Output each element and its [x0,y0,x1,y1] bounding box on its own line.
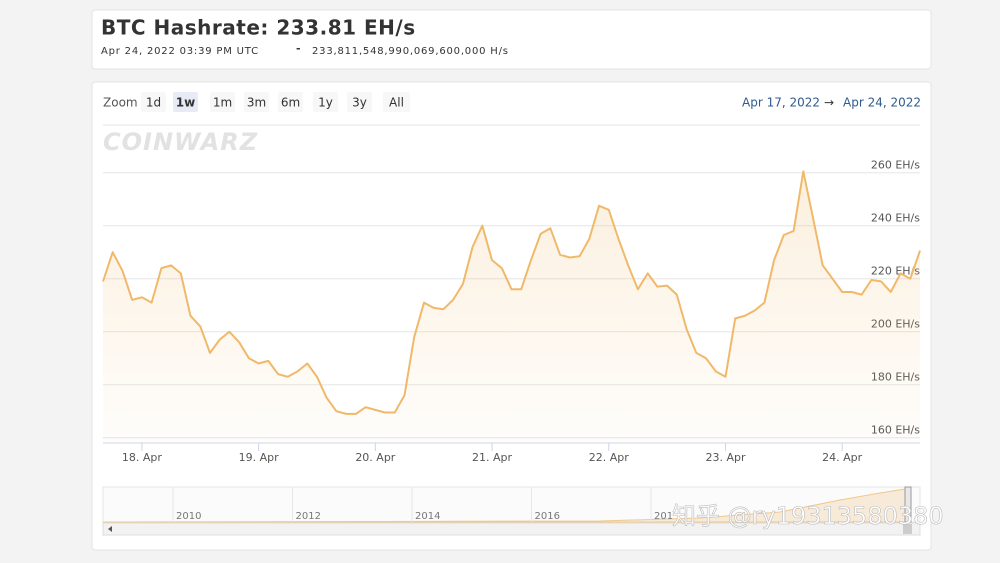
zoom-button[interactable] [383,92,410,112]
x-tick-label: 24. Apr [822,451,862,464]
zoom-button[interactable] [141,92,166,112]
line [102,170,921,415]
logo: COINWARZ [103,128,258,156]
zoom-button-label[interactable]: 3y [352,96,367,110]
navigator-label: 2014 [415,511,440,522]
x-tick-label: 23. Apr [705,451,745,464]
y-tick-label: 240 EH/s [871,212,920,225]
timestamp: Apr 24, 2022 03:39 PM UTC [101,46,259,57]
zoom-button[interactable] [278,92,303,112]
area [103,171,920,443]
zoom-button[interactable] [244,92,269,112]
y-tick-label: 260 EH/s [871,159,920,172]
x-tick-label: 21. Apr [472,451,512,464]
zoom-button[interactable] [173,92,198,112]
separator: - [296,42,301,55]
navigator-label: 2010 [176,511,201,522]
watermark: 知乎 @ry19313580380 [672,502,944,530]
header-title: BTC Hashrate: 233.81 EH/s [101,16,416,40]
header-card [91,9,932,70]
range-to: Apr 24, 2022 [843,96,921,110]
navigator-label: 201 [654,511,673,522]
zoom-button-label[interactable]: All [389,96,404,110]
scroll-left[interactable] [108,526,112,532]
zoom-button-label[interactable]: 6m [281,96,300,110]
zoom-button[interactable] [347,92,372,112]
navigator[interactable] [102,486,921,523]
zoom-button-label[interactable]: 1w [176,96,195,110]
range-from: Apr 17, 2022 [742,96,820,110]
x-tick-label: 19. Apr [239,451,279,464]
x-tick-label: 22. Apr [589,451,629,464]
range-arrow: → [824,96,834,110]
zoom-label: Zoom [103,96,138,110]
scroll-thumb[interactable] [903,524,912,534]
zoom-button[interactable] [313,92,338,112]
scrollbar[interactable] [102,522,921,536]
zoom-button[interactable] [210,92,235,112]
navigator-handle[interactable] [904,486,912,523]
navigator-axis: 2010 2012 2014 2016 201 [172,487,673,522]
zoom-button-label[interactable]: 1m [213,96,232,110]
raw-value: 233,811,548,990,069,600,000 H/s [312,46,509,57]
zoom-button-label[interactable]: 1y [318,96,333,110]
x-tick-label: 18. Apr [122,451,162,464]
navigator-label: 2016 [535,511,560,522]
navigator-label: 2012 [296,511,321,522]
x-tick-label: 20. Apr [355,451,395,464]
zoom-buttons: 1d 1w 1m 3m 6m 1y 3y All [141,92,410,112]
y-tick-label: 220 EH/s [871,265,920,278]
zoom-button-label[interactable]: 3m [247,96,266,110]
zoom-button-label[interactable]: 1d [146,96,161,110]
